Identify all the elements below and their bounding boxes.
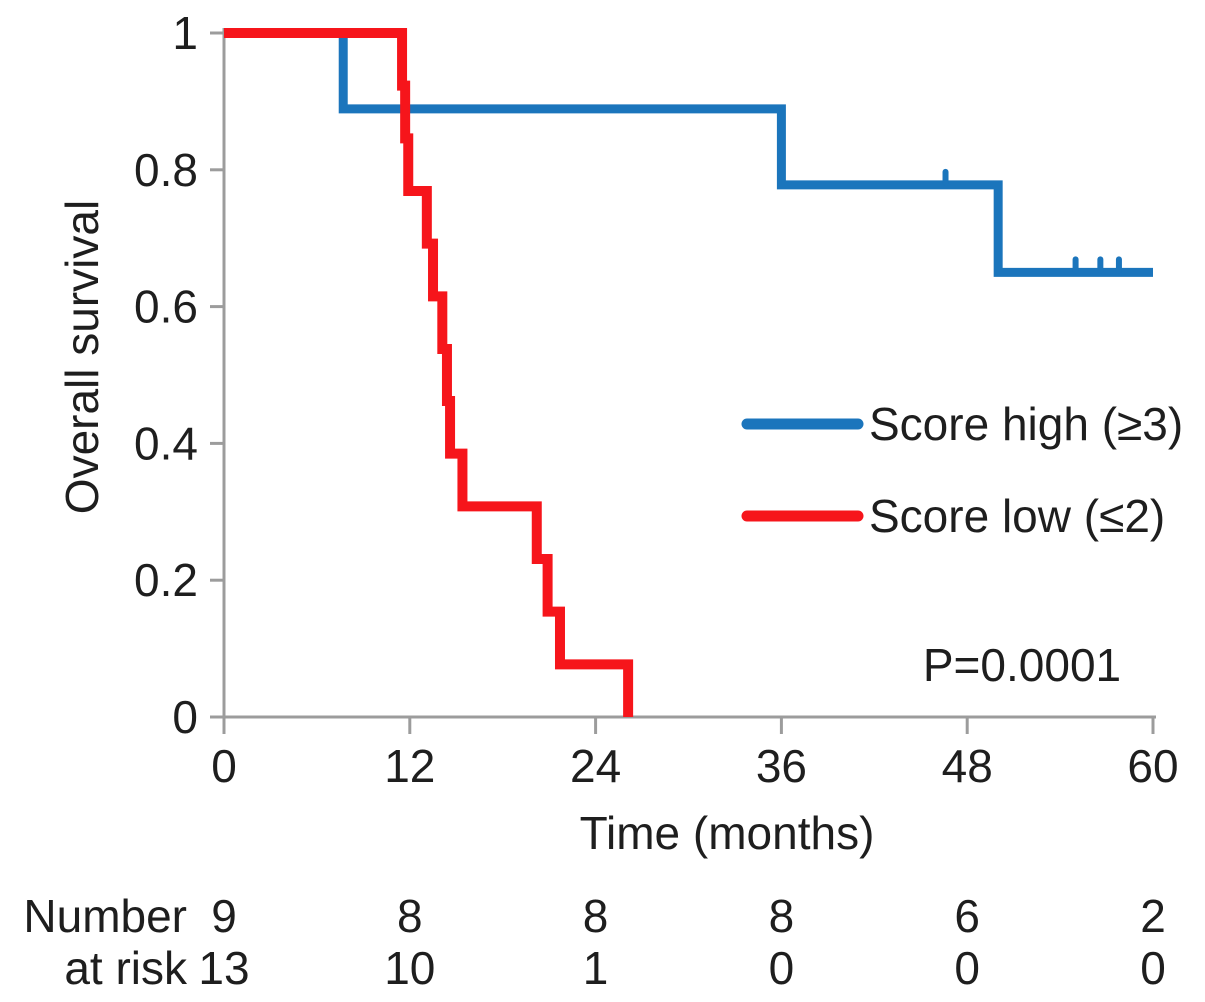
risk-value: 2 [1140, 890, 1166, 942]
y-tick-label: 0 [172, 691, 198, 743]
y-tick-label: 0.2 [134, 554, 198, 606]
x-tick-label: 48 [942, 740, 993, 792]
risk-value: 8 [769, 890, 795, 942]
legend-label-score-low: Score low (≤2) [869, 490, 1165, 542]
risk-value: 13 [198, 942, 249, 994]
risk-table-labels: Number at risk [23, 890, 188, 994]
risk-value: 10 [384, 942, 435, 994]
risk-value: 8 [583, 890, 609, 942]
y-tick-label: 1 [172, 7, 198, 59]
risk-value: 0 [769, 942, 795, 994]
km-curve-score-low [224, 28, 634, 717]
y-axis-title: Overall survival [56, 200, 108, 514]
risk-value: 0 [954, 942, 980, 994]
x-tick-label: 60 [1127, 740, 1178, 792]
risk-value: 8 [397, 890, 423, 942]
risk-table-label-line1: Number [23, 890, 187, 942]
y-tick-label: 0.8 [134, 144, 198, 196]
legend-label-score-high: Score high (≥3) [869, 398, 1183, 450]
x-tick-label: 12 [384, 740, 435, 792]
risk-value: 6 [954, 890, 980, 942]
p-value-label: P=0.0001 [923, 639, 1121, 691]
x-tick-label: 36 [756, 740, 807, 792]
x-tick-label: 0 [211, 740, 237, 792]
risk-table-label-line2: at risk [64, 942, 188, 994]
legend: Score high (≥3) Score low (≤2) [741, 398, 1183, 542]
x-tick-label: 24 [570, 740, 621, 792]
y-tick-label: 0.6 [134, 281, 198, 333]
km-curve-score-high [224, 28, 1153, 277]
risk-value: 1 [583, 942, 609, 994]
x-axis-title: Time (months) [580, 807, 875, 859]
risk-value: 0 [1140, 942, 1166, 994]
y-tick-label: 0.4 [134, 417, 198, 469]
risk-value: 9 [211, 890, 237, 942]
